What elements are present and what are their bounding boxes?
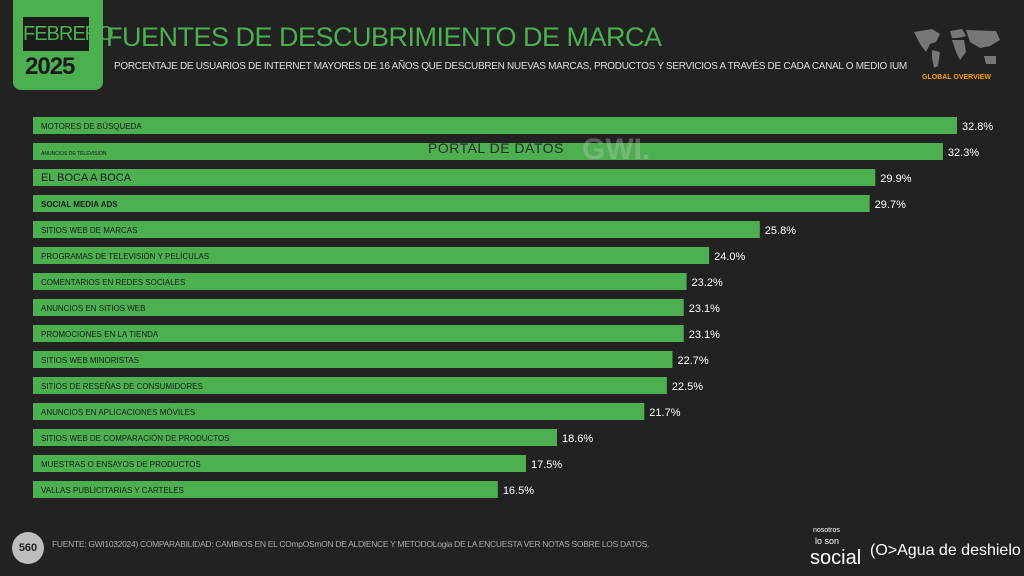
bar xyxy=(33,429,557,446)
value-label: 22.5% xyxy=(672,381,703,393)
bar xyxy=(33,351,673,368)
bar xyxy=(33,169,876,186)
value-label: 16.5% xyxy=(503,485,534,497)
value-label: 23.1% xyxy=(689,303,720,315)
category-label: SITIOS DE RESEÑAS DE CONSUMIDORES xyxy=(41,382,203,391)
value-label: 29.7% xyxy=(875,199,906,211)
category-label: MUESTRAS O ENSAYOS DE PRODUCTOS xyxy=(41,460,201,469)
bar xyxy=(33,143,943,160)
world-map-icon xyxy=(914,29,1000,68)
gwi-logo: GWI. xyxy=(582,133,651,166)
brand-agua: (O>Agua de deshielo xyxy=(870,542,1021,559)
page-title: FUENTES DE DESCUBRIMIENTO DE MARCA xyxy=(106,22,662,52)
brand-social: social xyxy=(810,547,862,569)
bar xyxy=(33,221,760,238)
bar xyxy=(33,247,710,264)
value-label: 17.5% xyxy=(531,459,562,471)
brand-nosotros: nosotros xyxy=(813,527,840,534)
category-label: VALLAS PUBLICITARIAS Y CARTELES xyxy=(41,486,184,495)
category-label: SITIOS WEB MINORISTAS xyxy=(41,356,139,365)
category-label: PROMOCIONES EN LA TIENDA xyxy=(41,330,159,339)
brand-lo-son: lo son xyxy=(815,536,840,546)
bar xyxy=(33,273,687,290)
category-label: ANUNCIOS DE TELEVISIÓN xyxy=(41,150,107,157)
bar xyxy=(33,377,667,394)
bar xyxy=(33,195,870,212)
value-label: 24.0% xyxy=(714,251,745,263)
value-label: 21.7% xyxy=(649,407,680,419)
category-label: PROGRAMAS DE TELEVISIÓN Y PELÍCULAS xyxy=(41,252,209,261)
category-label: EL BOCA A BOCA xyxy=(41,172,132,184)
category-label: SOCIAL MEDIA ADS xyxy=(41,200,118,209)
category-label: SITIOS WEB DE MARCAS xyxy=(41,226,137,235)
value-label: 22.7% xyxy=(677,355,708,367)
category-label: ANUNCIOS EN APLICACIONES MÓVILES xyxy=(41,408,195,417)
value-label: 18.6% xyxy=(562,433,593,445)
bar xyxy=(33,481,498,498)
value-label: 23.1% xyxy=(689,329,720,341)
page-number: 560 xyxy=(12,532,44,564)
value-label: 32.3% xyxy=(948,147,979,159)
value-label: 25.8% xyxy=(765,225,796,237)
bar xyxy=(33,117,957,134)
global-overview-badge: GLOBAL OVERVIEW xyxy=(922,74,991,81)
category-label: ANUNCIOS EN SITIOS WEB xyxy=(41,304,145,313)
watermark-text: PORTAL DE DATOS xyxy=(428,140,564,156)
page-subtitle: PORCENTAJE DE USUARIOS DE INTERNET MAYOR… xyxy=(114,61,907,72)
category-label: COMENTARIOS EN REDES SOCIALES xyxy=(41,278,185,287)
source-note: FUENTE: GWI1032024) COMPARABILIDAD: CAMB… xyxy=(52,539,650,549)
bar xyxy=(33,455,526,472)
bar xyxy=(33,299,684,316)
value-label: 29.9% xyxy=(880,173,911,185)
category-label: MOTORES DE BÚSQUEDA xyxy=(41,122,142,131)
bar xyxy=(33,325,684,342)
bar xyxy=(33,403,645,420)
year-label: 2025 xyxy=(25,53,75,80)
value-label: 32.8% xyxy=(962,121,993,133)
value-label: 23.2% xyxy=(692,277,723,289)
category-label: SITIOS WEB DE COMPARACIÓN DE PRODUCTOS xyxy=(41,434,230,443)
